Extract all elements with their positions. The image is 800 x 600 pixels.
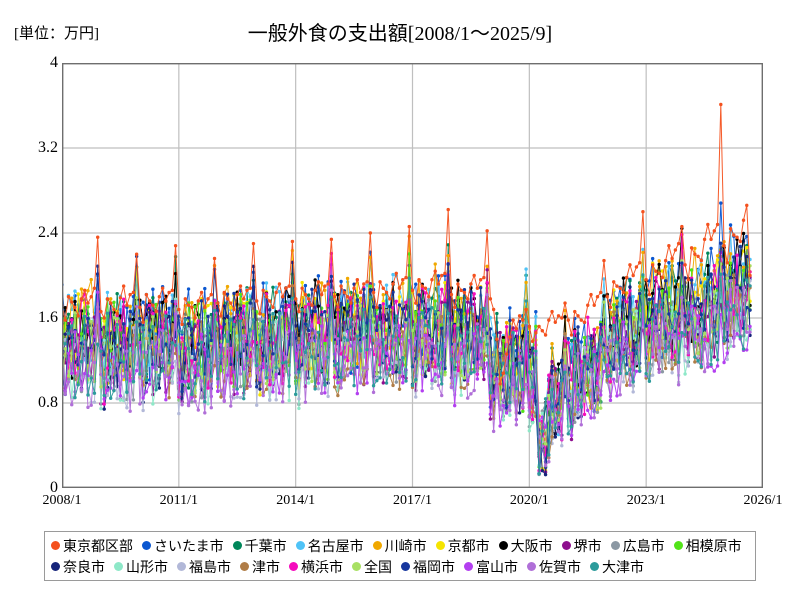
chart-title: 一般外食の支出額[2008/1～2025/9] bbox=[247, 23, 553, 45]
x-axis-tick-label: 2020/1 bbox=[509, 493, 549, 508]
legend-item[interactable]: 大阪市 bbox=[498, 537, 553, 554]
legend-marker-icon bbox=[372, 541, 382, 550]
x-axis-tick-label: 2023/1 bbox=[626, 493, 666, 508]
legend-marker-icon bbox=[673, 541, 683, 550]
legend-label: 名古屋市 bbox=[307, 537, 364, 554]
legend-item[interactable]: 広島市 bbox=[610, 537, 665, 554]
legend-item[interactable]: 横浜市 bbox=[289, 560, 343, 574]
legend-item[interactable]: 千葉市 bbox=[232, 537, 287, 554]
legend-label: 川崎市 bbox=[384, 537, 427, 554]
legend-marker-icon bbox=[295, 541, 305, 550]
y-axis-tick-labels: 0 0.8 1.6 2.4 3.2 4 bbox=[0, 0, 58, 600]
legend-label: 佐賀市 bbox=[539, 558, 581, 575]
legend-item[interactable]: 福岡市 bbox=[401, 560, 455, 574]
legend-marker-icon bbox=[177, 562, 186, 571]
legend-marker-icon bbox=[289, 562, 298, 571]
data-series bbox=[62, 272, 752, 476]
legend-marker-icon bbox=[498, 541, 508, 550]
legend-item[interactable]: 津市 bbox=[240, 560, 280, 574]
x-axis-tick-label: 2011/1 bbox=[159, 493, 199, 508]
legend-marker-icon bbox=[527, 562, 536, 571]
plot-frame bbox=[62, 63, 763, 488]
data-series bbox=[62, 102, 752, 386]
legend-item[interactable]: 東京都区部 bbox=[51, 539, 133, 553]
y-axis-tick-label: 1.6 bbox=[38, 309, 58, 326]
legend-label: 津市 bbox=[252, 558, 280, 575]
y-axis-tick-label: 4 bbox=[50, 54, 58, 71]
gridlines bbox=[62, 63, 763, 488]
legend-marker-icon bbox=[142, 541, 151, 550]
x-axis-tick-label: 2026/1 bbox=[743, 493, 783, 508]
legend-label: 横浜市 bbox=[301, 558, 343, 575]
legend-label: 奈良市 bbox=[63, 558, 105, 575]
legend-marker-icon bbox=[590, 562, 599, 571]
legend-label: さいたま市 bbox=[154, 537, 224, 554]
unit-label: [単位：万円] bbox=[14, 26, 99, 42]
legend-label: 千葉市 bbox=[244, 537, 287, 554]
legend-item[interactable]: 川崎市 bbox=[372, 537, 427, 554]
legend-item[interactable]: さいたま市 bbox=[142, 539, 224, 553]
legend-label: 堺市 bbox=[573, 537, 602, 554]
plot-area bbox=[62, 63, 763, 488]
legend-item[interactable]: 大津市 bbox=[590, 560, 644, 574]
legend-item[interactable]: 名古屋市 bbox=[295, 537, 364, 554]
legend-marker-icon bbox=[610, 541, 620, 550]
legend-label: 東京都区部 bbox=[63, 537, 133, 554]
legend-item[interactable]: 堺市 bbox=[561, 537, 602, 554]
legend-row: 東京都区部 さいたま市 千葉市 名古屋市 川崎市 京都市 大阪市 堺市 広島市 相模原市 bbox=[51, 535, 751, 556]
legend-label: 広島市 bbox=[622, 537, 665, 554]
x-axis-tick-label: 2017/1 bbox=[393, 493, 432, 508]
legend-label: 大阪市 bbox=[510, 537, 553, 554]
x-axis-tick-label: 2008/1 bbox=[42, 493, 82, 508]
legend-label: 富山市 bbox=[476, 558, 518, 575]
legend-item[interactable]: 富山市 bbox=[464, 560, 518, 574]
y-axis-tick-label: 0 bbox=[50, 479, 58, 496]
legend-marker-icon bbox=[464, 562, 473, 571]
legend-marker-icon bbox=[232, 541, 242, 550]
legend-item[interactable]: 全国 bbox=[352, 560, 392, 574]
legend-row: 奈良市 山形市 福島市 津市 横浜市 全国 福岡市 富山市 佐賀市 大津市 bbox=[51, 556, 751, 577]
legend-label: 京都市 bbox=[447, 537, 490, 554]
legend-marker-icon bbox=[561, 541, 571, 550]
legend-label: 福岡市 bbox=[413, 558, 455, 575]
y-axis-tick-label: 0.8 bbox=[38, 394, 58, 411]
x-axis-tick-label: 2014/1 bbox=[276, 493, 316, 508]
legend-marker-icon bbox=[240, 562, 249, 571]
plot-svg bbox=[62, 63, 763, 488]
legend-item[interactable]: 佐賀市 bbox=[527, 560, 581, 574]
legend-label: 全国 bbox=[364, 558, 392, 575]
y-axis-tick-label: 3.2 bbox=[38, 139, 58, 156]
legend-marker-icon bbox=[352, 562, 361, 571]
legend-marker-icon bbox=[401, 562, 410, 571]
x-axis-tick-labels: 2008/1 2011/1 2014/1 2017/1 2020/1 2023/1 2026… bbox=[0, 493, 800, 515]
y-axis-tick-label: 2.4 bbox=[38, 224, 58, 241]
legend-marker-icon bbox=[114, 562, 123, 571]
legend-label: 相模原市 bbox=[685, 537, 742, 554]
legend-item[interactable]: 相模原市 bbox=[673, 537, 742, 554]
legend-item[interactable]: 奈良市 bbox=[51, 560, 105, 574]
legend-label: 福島市 bbox=[189, 558, 231, 575]
legend-item[interactable]: 福島市 bbox=[177, 560, 231, 574]
legend-marker-icon bbox=[51, 541, 60, 550]
legend-item[interactable]: 山形市 bbox=[114, 560, 168, 574]
legend: 東京都区部 さいたま市 千葉市 名古屋市 川崎市 京都市 大阪市 堺市 広島市 相模原市奈良市 山形… bbox=[44, 531, 756, 581]
legend-label: 山形市 bbox=[126, 558, 168, 575]
legend-item[interactable]: 京都市 bbox=[435, 537, 490, 554]
legend-label: 大津市 bbox=[602, 558, 644, 575]
legend-marker-icon bbox=[51, 562, 60, 571]
legend-marker-icon bbox=[435, 541, 445, 550]
